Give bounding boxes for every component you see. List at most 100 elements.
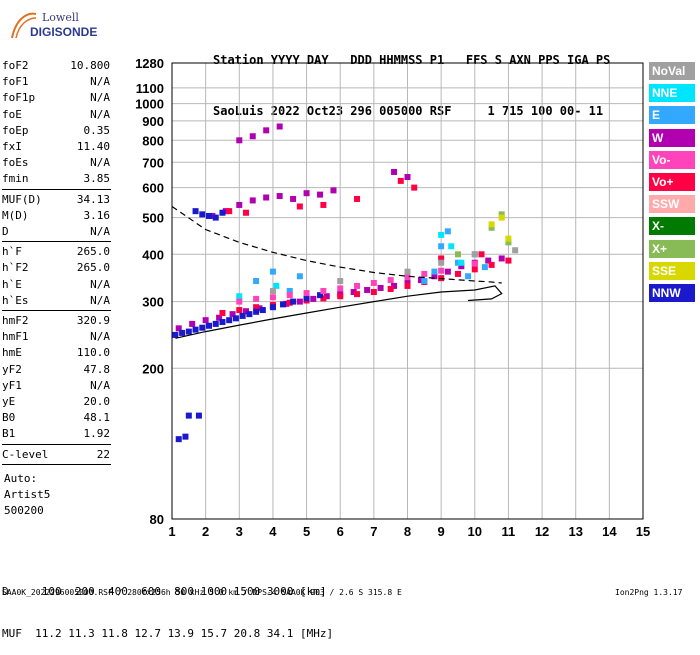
param-label: h`F bbox=[2, 245, 22, 259]
x-tick-label: 7 bbox=[370, 524, 377, 539]
param-value: 3.16 bbox=[83, 208, 111, 222]
ordinary-trace bbox=[175, 285, 503, 339]
data-point-w bbox=[303, 190, 310, 197]
data-point-vo bbox=[337, 293, 344, 300]
data-point-vo bbox=[411, 184, 418, 191]
data-point-vo bbox=[454, 270, 461, 277]
data-point-vo bbox=[421, 270, 428, 277]
y-tick-label: 200 bbox=[142, 361, 164, 376]
param-row-hf: h`F 265.0 bbox=[2, 244, 110, 260]
param-value: 320.9 bbox=[76, 314, 110, 327]
param-value: 34.13 bbox=[76, 192, 110, 206]
data-point-w bbox=[189, 320, 196, 327]
data-point-e bbox=[431, 268, 438, 275]
data-point-nnw bbox=[172, 331, 179, 338]
param-value: N/A bbox=[90, 91, 110, 105]
param-value: N/A bbox=[90, 107, 110, 121]
data-point-nnw bbox=[226, 317, 233, 324]
data-point-w bbox=[391, 168, 398, 175]
data-point-vo bbox=[397, 177, 404, 184]
param-value: N/A bbox=[90, 293, 110, 307]
legend-item-nnw: NNW bbox=[649, 284, 695, 302]
data-point-w bbox=[249, 133, 256, 140]
data-point-w bbox=[317, 191, 324, 198]
data-point-w bbox=[175, 325, 182, 332]
data-point-e bbox=[444, 228, 451, 235]
logo-line1: Lowell bbox=[42, 11, 79, 24]
data-point-vo bbox=[387, 285, 394, 292]
param-separator bbox=[2, 241, 111, 243]
muf-table: D 100 200 400 600 800 1000 1500 3000 [km… bbox=[2, 557, 333, 655]
data-point-vo bbox=[488, 261, 495, 268]
param-value: 48.1 bbox=[83, 411, 111, 425]
param-value: N/A bbox=[90, 378, 110, 392]
scaler-info-line2: Artist5 bbox=[4, 487, 51, 501]
param-label: h`F2 bbox=[2, 261, 29, 275]
data-point-vo bbox=[296, 203, 303, 210]
data-point-vo bbox=[505, 257, 512, 264]
data-point-nne bbox=[458, 259, 465, 266]
x-tick-label: 4 bbox=[269, 524, 277, 539]
x-tick-label: 15 bbox=[636, 524, 650, 539]
data-point-w bbox=[209, 212, 216, 219]
y-tick-label: 400 bbox=[142, 247, 164, 262]
param-row-hmf2: hmF2 320.9 bbox=[2, 313, 110, 329]
data-point-w bbox=[263, 194, 270, 201]
data-point-sse bbox=[498, 214, 505, 221]
param-value: 265.0 bbox=[76, 261, 110, 275]
legend-item-nne: NNE bbox=[649, 84, 695, 103]
data-point-vo bbox=[370, 279, 377, 286]
param-row-md: M(D) 3.16 bbox=[2, 208, 110, 224]
data-point-w bbox=[498, 255, 505, 262]
data-point-nnw bbox=[192, 208, 199, 215]
legend-item-e: E bbox=[649, 106, 695, 125]
x-tick-label: 9 bbox=[438, 524, 445, 539]
data-point-w bbox=[243, 308, 250, 315]
param-label: foE bbox=[2, 107, 22, 121]
legend-item-x: X+ bbox=[649, 239, 695, 258]
param-row-clevel: C-level 22 bbox=[2, 447, 110, 463]
data-point-w bbox=[417, 277, 424, 284]
param-separator bbox=[2, 188, 111, 190]
data-point-noval bbox=[438, 259, 445, 266]
param-row-fof2: foF2 10.800 bbox=[2, 58, 110, 74]
data-point-w bbox=[444, 268, 451, 275]
data-point-vo bbox=[438, 267, 445, 274]
muf-table-distance-row: D 100 200 400 600 800 1000 1500 3000 [km… bbox=[2, 585, 327, 598]
data-point-nnw bbox=[290, 298, 297, 305]
data-point-vo bbox=[320, 295, 327, 302]
param-value: 1.92 bbox=[83, 427, 111, 441]
file-info-footer: SAA0K_2022296005000.RSF / 280fx256h 50 k… bbox=[2, 588, 402, 597]
param-row-yf2: yF2 47.8 bbox=[2, 362, 110, 378]
data-point-vo bbox=[387, 277, 394, 284]
param-separator bbox=[2, 310, 111, 311]
data-point-vo bbox=[471, 266, 478, 273]
data-point-sse bbox=[505, 235, 512, 242]
data-point-noval bbox=[471, 251, 478, 258]
param-row-foe: foE N/A bbox=[2, 107, 110, 123]
legend-item-x: X- bbox=[649, 217, 695, 236]
data-point-nnw bbox=[195, 412, 202, 419]
data-point-noval bbox=[269, 288, 276, 294]
data-point-vo bbox=[253, 295, 260, 302]
data-point-nnw bbox=[232, 315, 239, 322]
data-point-nnw bbox=[269, 304, 276, 311]
data-point-w bbox=[249, 197, 256, 204]
data-point-vo bbox=[253, 304, 260, 311]
data-point-w bbox=[377, 284, 384, 291]
data-point-w bbox=[485, 257, 492, 264]
y-tick-label: 900 bbox=[142, 114, 164, 129]
data-point-nnw bbox=[239, 312, 246, 319]
y-tick-label: 800 bbox=[142, 133, 164, 148]
y-tick-label: 700 bbox=[142, 155, 164, 170]
param-row-foep: foEp 0.35 bbox=[2, 123, 110, 139]
y-tick-label: 1280 bbox=[135, 56, 164, 71]
param-label: yF2 bbox=[2, 362, 22, 376]
data-point-vo bbox=[320, 201, 327, 208]
scaler-info-line3: 500200 bbox=[4, 503, 44, 517]
x-tick-label: 14 bbox=[602, 524, 617, 539]
data-point-nnw bbox=[219, 319, 226, 326]
data-point-nnw bbox=[219, 209, 226, 216]
data-point-w bbox=[283, 300, 290, 307]
data-point-x bbox=[505, 239, 512, 246]
